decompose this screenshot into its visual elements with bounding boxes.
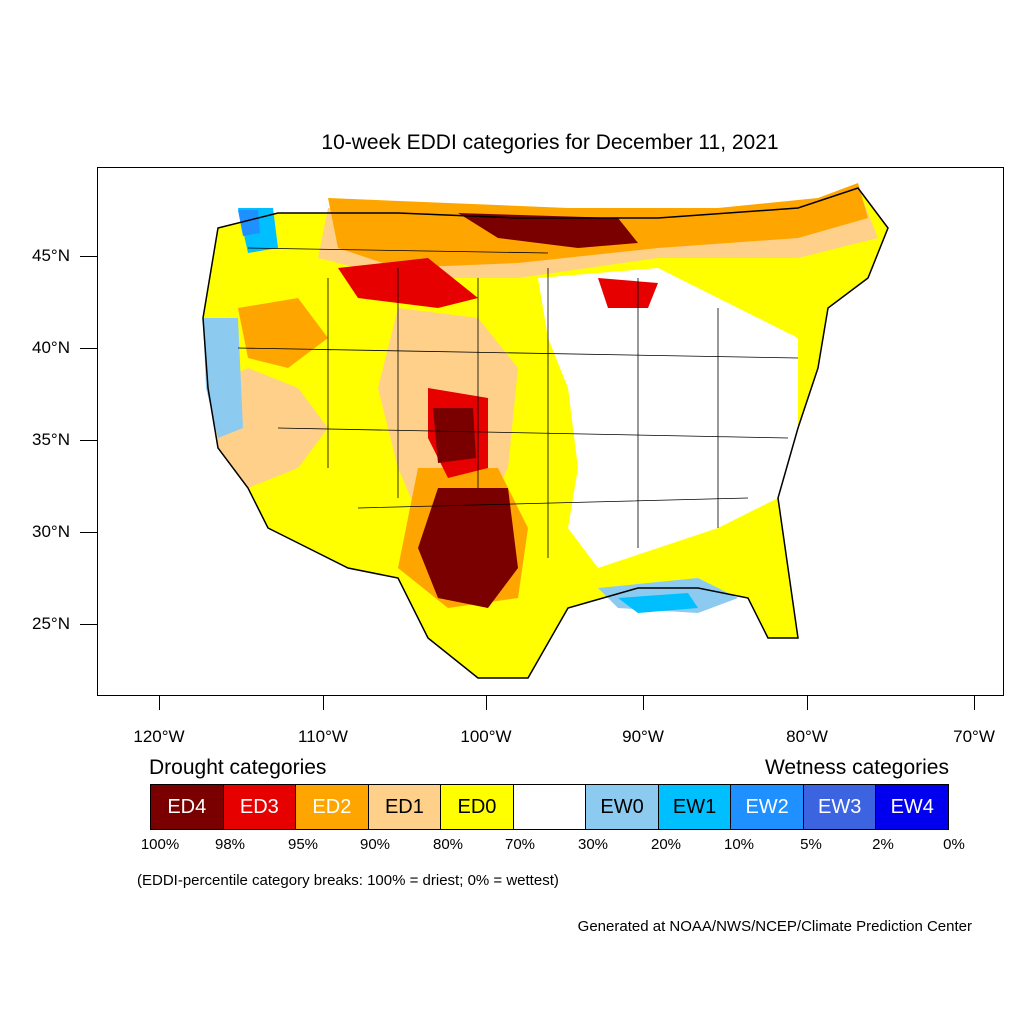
legend-color-bar: ED4 ED3 ED2 ED1 ED0 EW0 EW1 EW2 EW3 EW4 (150, 784, 949, 830)
ed4-region-north (458, 213, 638, 248)
ed4-region-texas (418, 488, 518, 608)
coastline (202, 187, 889, 679)
legend-swatch-ed0: ED0 (441, 785, 514, 829)
lon-tick (159, 696, 160, 710)
lat-tick (80, 532, 97, 533)
legend-swatch-ew2: EW2 (731, 785, 804, 829)
lon-label-120: 120°W (133, 727, 185, 746)
legend-break-label: 98% (214, 836, 246, 853)
lat-label-35: 35°N (32, 430, 70, 449)
lon-tick (323, 696, 324, 710)
lat-label-30: 30°N (32, 522, 70, 541)
lon-label-80: 80°W (786, 727, 828, 746)
drought-categories-heading: Drought categories (149, 756, 327, 779)
legend-swatch-ew3: EW3 (803, 785, 877, 829)
lon-tick (486, 696, 487, 710)
lat-tick (80, 256, 97, 257)
legend-swatch-ed3: ED3 (223, 785, 297, 829)
ed2-region-west (238, 298, 328, 368)
lon-tick (643, 696, 644, 710)
legend-break-label: 80% (432, 836, 464, 853)
lat-label-45: 45°N (32, 246, 70, 265)
ed3-region-lakes (598, 278, 658, 308)
legend-break-label: 5% (800, 836, 822, 853)
lon-label-70: 70°W (953, 727, 995, 746)
legend-break-label: 95% (287, 836, 319, 853)
lon-label-90: 90°W (622, 727, 664, 746)
wetness-categories-heading: Wetness categories (764, 756, 949, 779)
legend-break-label: 30% (577, 836, 609, 853)
legend-break-label: 100% (140, 836, 180, 853)
ed3-region-north (338, 258, 478, 308)
map-title: 10-week EDDI categories for December 11,… (321, 131, 779, 154)
lat-tick (80, 624, 97, 625)
ew0-region-pacific (203, 318, 243, 438)
legend-swatch-ed2: ED2 (296, 785, 369, 829)
legend-swatch-ew1: EW1 (658, 785, 732, 829)
lat-tick (80, 440, 97, 441)
ew1-region-gulf (618, 593, 698, 613)
lon-tick (807, 696, 808, 710)
neutral-region (538, 268, 798, 568)
legend-break-label: 70% (504, 836, 536, 853)
legend-swatch-neutral (513, 785, 587, 829)
legend-break-label: 10% (723, 836, 755, 853)
legend-break-label: 0% (943, 836, 965, 853)
legend-break-label: 90% (359, 836, 391, 853)
map-panel (97, 167, 1004, 696)
legend-swatch-ew4: EW4 (876, 785, 949, 829)
lat-tick (80, 348, 97, 349)
lon-tick (974, 696, 975, 710)
legend-swatch-ew0: EW0 (586, 785, 659, 829)
eddi-map (202, 183, 889, 679)
state-borders (237, 247, 799, 558)
category-breaks-note: (EDDI-percentile category breaks: 100% =… (137, 872, 559, 889)
legend-swatch-ed1: ED1 (368, 785, 442, 829)
credit-line: Generated at NOAA/NWS/NCEP/Climate Predi… (577, 918, 972, 935)
ew2-region-northwest (238, 210, 260, 236)
ed4-region-plains (433, 408, 476, 463)
lat-label-40: 40°N (32, 338, 70, 357)
legend-break-label: 2% (872, 836, 894, 853)
lat-label-25: 25°N (32, 614, 70, 633)
legend-swatch-ed4: ED4 (151, 785, 224, 829)
legend-break-label: 20% (650, 836, 682, 853)
lon-label-100: 100°W (460, 727, 512, 746)
lon-label-110: 110°W (298, 727, 348, 746)
